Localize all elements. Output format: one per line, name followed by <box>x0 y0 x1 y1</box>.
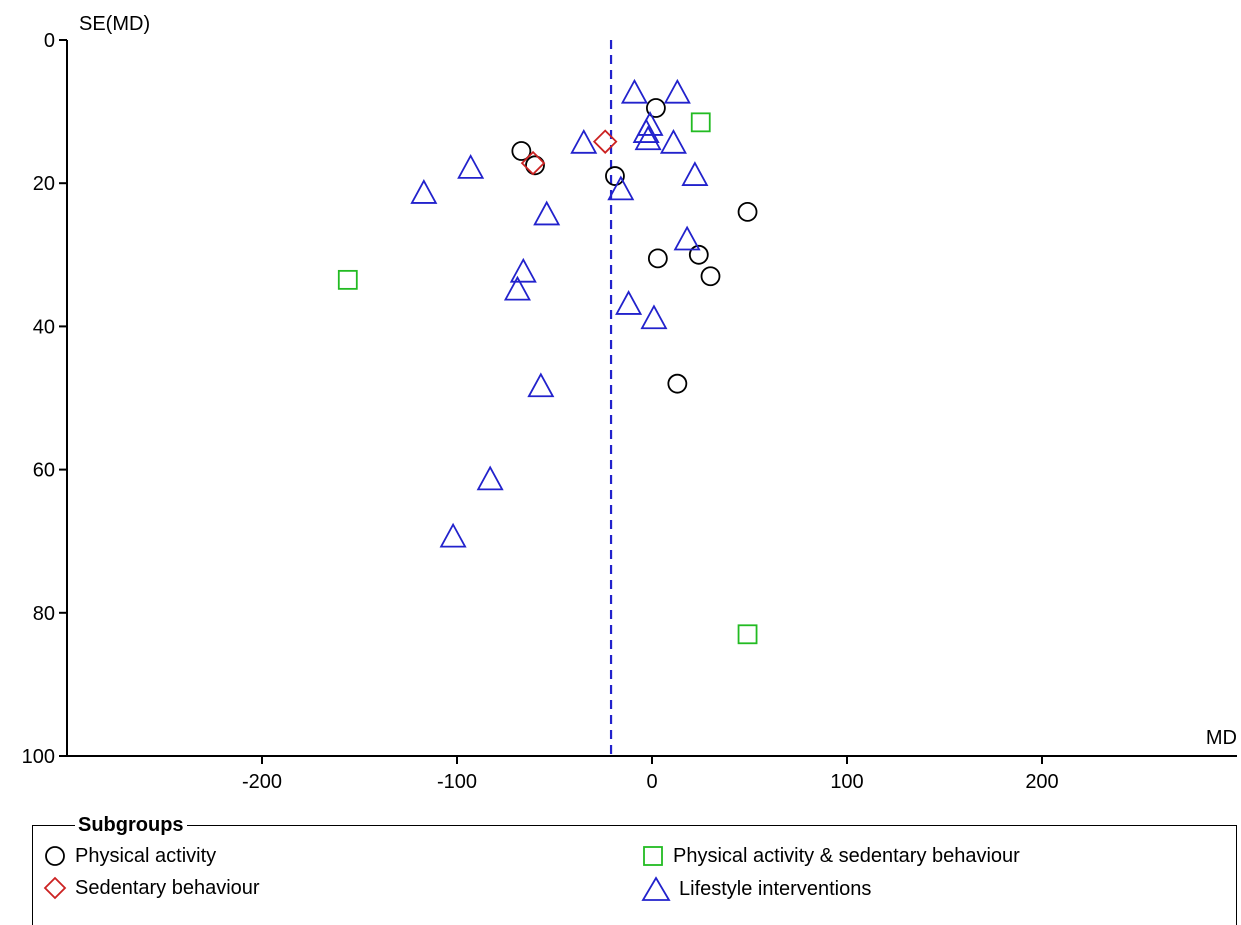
data-point-circle <box>646 98 666 118</box>
legend-label: Lifestyle interventions <box>679 878 872 900</box>
legend-label: Physical activity <box>75 845 217 867</box>
data-point-circle <box>667 373 688 394</box>
data-point-triangle <box>640 304 668 330</box>
y-tick-label: 0 <box>44 30 55 52</box>
data-point-triangle <box>681 161 709 186</box>
data-point-triangle <box>663 78 691 104</box>
data-point-triangle <box>509 257 537 283</box>
x-axis-label: MD <box>1206 727 1237 749</box>
legend-title: Subgroups <box>75 813 187 837</box>
data-point-triangle <box>439 522 467 548</box>
data-point-triangle <box>632 118 660 143</box>
series-square <box>337 112 758 645</box>
data-point-triangle <box>634 125 662 151</box>
data-point-triangle <box>659 128 687 154</box>
data-point-circle <box>688 244 709 265</box>
series-diamond <box>520 129 618 176</box>
legend-item-lifestyle-interventions: Lifestyle interventions <box>641 876 871 902</box>
data-point-triangle <box>527 372 555 398</box>
x-tick-label: -200 <box>242 771 282 793</box>
legend-label: Physical activity & sedentary behaviour <box>673 845 1020 867</box>
legend-item-sedentary-behaviour: Sedentary behaviour <box>43 876 260 900</box>
y-tick-label: 60 <box>33 460 55 482</box>
axes: 0 20 40 60 80 100 -200 -100 0 100 200 SE(MD) MD <box>22 13 1237 793</box>
data-point-triangle <box>607 175 635 201</box>
data-point-diamond <box>520 150 546 176</box>
x-tick-label: -100 <box>437 771 477 793</box>
data-point-circle <box>647 248 668 269</box>
data-point-square <box>337 269 358 290</box>
data-point-triangle <box>476 465 504 491</box>
data-point-diamond <box>592 129 618 154</box>
legend-item-pa-and-sedentary: Physical activity & sedentary behaviour <box>641 844 1020 868</box>
data-point-circle <box>605 166 625 186</box>
x-tick-label: 0 <box>646 771 657 793</box>
y-axis-label: SE(MD) <box>79 13 150 35</box>
circle-marker-icon <box>45 846 65 866</box>
legend-item-physical-activity: Physical activity <box>43 844 216 868</box>
y-tick-label: 100 <box>22 746 55 768</box>
y-tick-label: 80 <box>33 603 55 625</box>
y-tick-label: 20 <box>33 173 55 195</box>
square-marker-icon <box>643 846 663 866</box>
data-point-circle <box>511 141 532 161</box>
data-point-square <box>737 624 758 645</box>
data-point-triangle <box>533 200 561 226</box>
data-point-triangle <box>410 179 438 204</box>
series-circle <box>511 98 758 394</box>
data-point-triangle <box>457 154 485 179</box>
x-tick-label: 100 <box>830 771 863 793</box>
y-tick-label: 40 <box>33 316 55 338</box>
x-tick-label: 200 <box>1025 771 1058 793</box>
triangle-marker-icon <box>641 876 671 901</box>
data-point-triangle <box>673 225 701 251</box>
data-point-circle <box>737 201 758 222</box>
data-point-square <box>690 112 711 133</box>
data-point-circle <box>700 266 721 287</box>
diamond-marker-icon <box>43 876 67 900</box>
data-point-triangle <box>615 290 643 315</box>
data-point-triangle <box>503 275 531 301</box>
data-point-triangle <box>620 78 648 104</box>
series-triangle <box>410 78 709 548</box>
legend: Subgroups Physical activity Sedentary be… <box>32 813 1237 925</box>
legend-label: Sedentary behaviour <box>75 877 260 899</box>
data-point-circle <box>525 155 545 176</box>
data-point-triangle <box>570 128 598 154</box>
data-points <box>337 78 758 645</box>
